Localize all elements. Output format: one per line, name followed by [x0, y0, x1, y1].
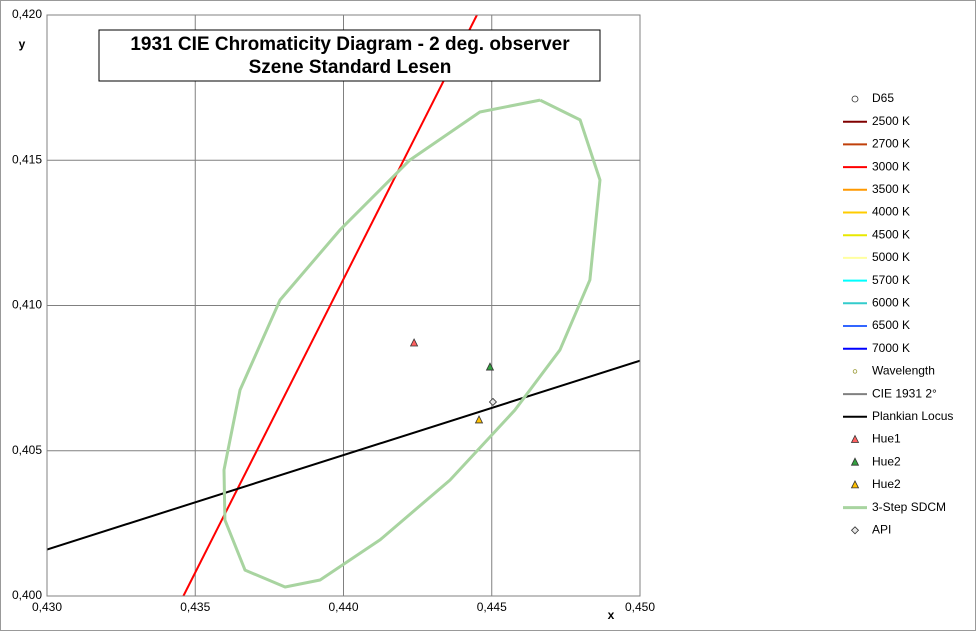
- legend-label: API: [872, 522, 891, 536]
- legend-label: 3000 K: [872, 159, 910, 173]
- legend-label: 3-Step SDCM: [872, 500, 946, 514]
- legend-swatch: [850, 526, 860, 535]
- series-line: [222, 98, 602, 589]
- chart-title: 1931 CIE Chromaticity Diagram - 2 deg. o…: [130, 34, 570, 55]
- legend-label: 6000 K: [872, 295, 910, 309]
- marker: [488, 397, 498, 407]
- x-tick-label: 0,440: [328, 600, 358, 614]
- chart-subtitle: Szene Standard Lesen: [249, 57, 452, 78]
- legend-label: D65: [872, 91, 894, 105]
- y-tick-label: 0,400: [12, 588, 42, 602]
- y-tick-label: 0,415: [12, 152, 42, 166]
- legend-label: 5700 K: [872, 273, 910, 287]
- legend-label: Hue1: [872, 432, 901, 446]
- x-tick-label: 0,435: [180, 600, 210, 614]
- x-tick-label: 0,430: [32, 600, 62, 614]
- legend-swatch: [852, 369, 858, 374]
- legend-label: 2500 K: [872, 114, 910, 128]
- legend-swatch: [850, 457, 860, 466]
- legend-swatch: [851, 95, 859, 103]
- legend-label: 4500 K: [872, 227, 910, 241]
- legend-label: 3500 K: [872, 182, 910, 196]
- legend-label: 7000 K: [872, 341, 910, 355]
- legend-label: 4000 K: [872, 205, 910, 219]
- y-tick-label: 0,420: [12, 7, 42, 21]
- x-axis-label: x: [608, 608, 615, 622]
- legend-label: Wavelength: [872, 364, 935, 378]
- legend-label: CIE 1931 2°: [872, 386, 937, 400]
- legend-label: Hue2: [872, 454, 901, 468]
- legend-label: 5000 K: [872, 250, 910, 264]
- legend-label: Plankian Locus: [872, 409, 953, 423]
- series-line: [47, 359, 640, 551]
- legend-swatch: [850, 434, 860, 443]
- y-tick-label: 0,410: [12, 298, 42, 312]
- legend-label: 2700 K: [872, 137, 910, 151]
- legend-swatch: [850, 480, 860, 489]
- y-axis-label: y: [19, 37, 26, 51]
- legend-label: 6500 K: [872, 318, 910, 332]
- y-tick-label: 0,405: [12, 443, 42, 457]
- plot-border: [46, 14, 641, 597]
- marker: [409, 338, 419, 347]
- x-tick-label: 0,445: [477, 600, 507, 614]
- marker: [474, 415, 484, 424]
- title-box: [98, 29, 601, 82]
- x-tick-label: 0,450: [625, 600, 655, 614]
- marker: [485, 362, 495, 371]
- legend-label: Hue2: [872, 477, 901, 491]
- series-line: [182, 15, 478, 596]
